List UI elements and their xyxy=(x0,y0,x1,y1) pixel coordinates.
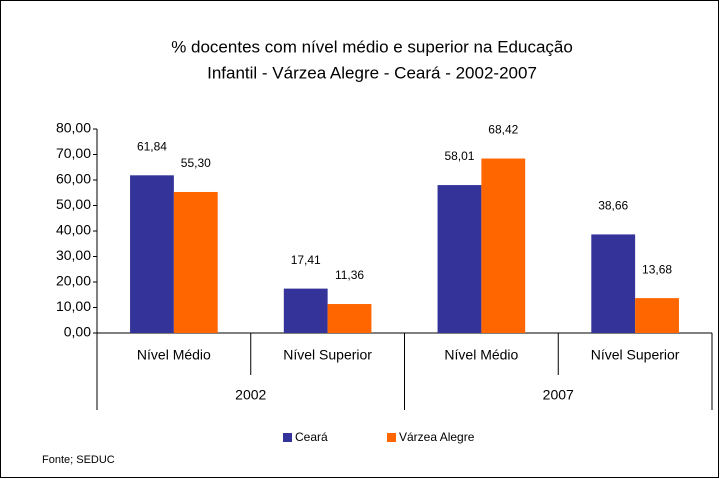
y-tick-label: 80,00 xyxy=(56,120,91,136)
data-label: 13,68 xyxy=(642,262,672,276)
bar xyxy=(481,158,526,333)
data-label: 68,42 xyxy=(488,123,518,137)
x-tick-label: Nível Médio xyxy=(444,347,518,363)
chart-title: % docentes com nível médio e superior na… xyxy=(171,37,573,56)
x-tick-label: Nível Superior xyxy=(283,347,372,363)
y-tick-label: 60,00 xyxy=(56,171,91,187)
y-tick-label: 70,00 xyxy=(56,145,91,161)
data-label: 58,01 xyxy=(444,149,474,163)
y-tick-label: 30,00 xyxy=(56,247,91,263)
data-label: 11,36 xyxy=(335,268,364,282)
data-label: 17,41 xyxy=(291,253,321,267)
data-label: 55,30 xyxy=(181,156,211,170)
y-tick-label: 0,00 xyxy=(64,324,91,340)
bar xyxy=(591,234,636,333)
legend-swatch xyxy=(283,433,292,442)
group-label: 2007 xyxy=(543,387,574,403)
y-tick-label: 40,00 xyxy=(56,222,91,238)
x-tick-label: Nível Médio xyxy=(137,347,211,363)
y-tick-label: 10,00 xyxy=(56,298,91,314)
group-label: 2002 xyxy=(235,387,266,403)
legend-label: Várzea Alegre xyxy=(399,430,475,444)
bar xyxy=(327,304,372,333)
data-label: 61,84 xyxy=(137,139,167,153)
y-tick-label: 20,00 xyxy=(56,273,91,289)
bar xyxy=(635,298,679,333)
bar xyxy=(283,288,328,333)
bar xyxy=(437,185,482,333)
source-note: Fonte; SEDUC xyxy=(42,454,115,466)
legend-label: Ceará xyxy=(295,430,328,444)
bar xyxy=(130,175,174,333)
y-tick-label: 50,00 xyxy=(56,196,91,212)
chart-title: Infantil - Várzea Alegre - Ceará - 2002-… xyxy=(207,63,537,82)
bar xyxy=(173,191,218,333)
data-label: 38,66 xyxy=(598,199,628,213)
x-tick-label: Nível Superior xyxy=(591,347,680,363)
legend-swatch xyxy=(387,433,396,442)
